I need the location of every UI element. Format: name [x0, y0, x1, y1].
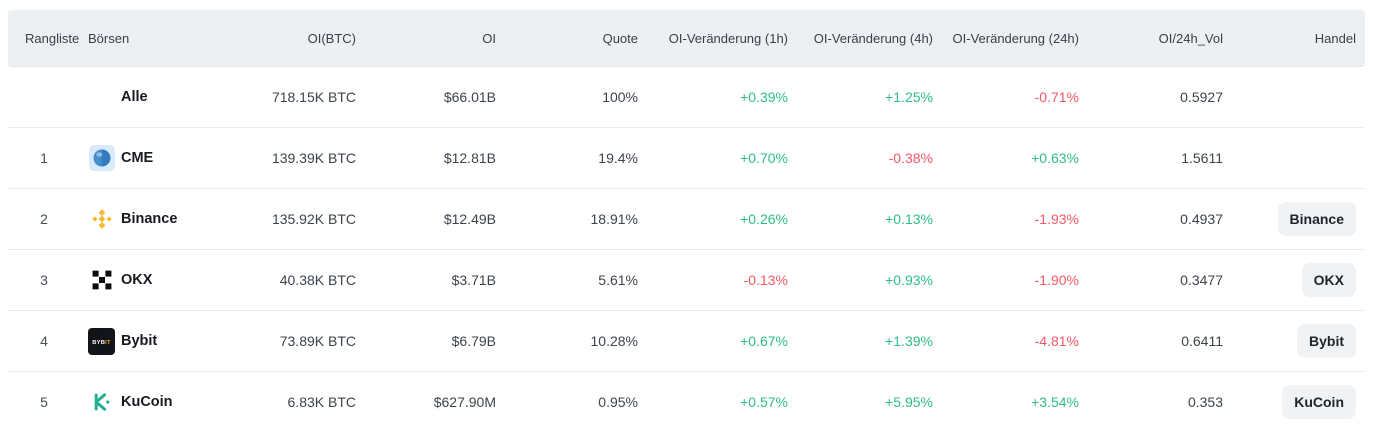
exchange-name: OKX: [121, 272, 153, 288]
bybit-icon: BYBIT: [88, 327, 115, 355]
chg-24h-cell: -0.71%: [1034, 89, 1079, 105]
quote-cell: 100%: [602, 89, 638, 105]
chg-1h-cell: +0.39%: [740, 89, 788, 105]
okx-icon: [88, 267, 115, 294]
rank-cell: 2: [40, 211, 48, 227]
chg-1h-cell: +0.26%: [740, 211, 788, 227]
rank-cell: 3: [40, 272, 48, 288]
header-row: Rangliste Börsen OI(BTC) OI Quote OI-Veränder…: [8, 10, 1365, 67]
table-row: 1 CME 139.39K BTC $12.81B 19.4% +0.70% -0.38% +…: [8, 128, 1365, 189]
chg-1h-cell: +0.57%: [740, 394, 788, 410]
oi-btc-cell: 135.92K BTC: [271, 211, 356, 227]
oi-cell: $3.71B: [451, 272, 496, 288]
chg-1h-cell: +0.70%: [740, 150, 788, 166]
exchange-cell[interactable]: BYBIT Bybit: [80, 311, 260, 371]
svg-text:BYBIT: BYBIT: [92, 339, 111, 345]
chg-1h-cell: -0.13%: [743, 272, 788, 288]
exchange-name: Binance: [121, 211, 178, 227]
column-header-rank: Rangliste: [25, 30, 80, 46]
table-row: 3 OKX 40.38K BTC $3.71B 5.61% -0.13% +0.93% -1.…: [8, 250, 1365, 311]
oi-btc-cell: 6.83K BTC: [287, 394, 356, 410]
exchange-name: Alle: [121, 89, 148, 105]
quote-cell: 10.28%: [590, 333, 638, 349]
exchange-cell[interactable]: CME: [80, 128, 260, 188]
exchange-cell[interactable]: KuCoin: [80, 372, 260, 424]
cme-icon: [88, 145, 115, 172]
column-header-trade: Handel: [1314, 30, 1356, 46]
quote-cell: 19.4%: [598, 150, 638, 166]
oi-btc-cell: 718.15K BTC: [271, 89, 356, 105]
oi-btc-cell: 73.89K BTC: [279, 333, 356, 349]
chg-24h-cell: -1.93%: [1034, 211, 1079, 227]
trade-cell: OKX: [1227, 250, 1365, 310]
table-row: 5 KuCoin 6.83K BTC $627.90M 0.95% +0.57% +5.95…: [8, 372, 1365, 424]
quote-cell: 18.91%: [590, 211, 638, 227]
column-header-oi_24h_vol: OI/24h_Vol: [1158, 30, 1223, 46]
column-header-oi_btc: OI(BTC): [307, 30, 356, 46]
rank-cell: [8, 67, 80, 127]
column-header-quote: Quote: [602, 30, 638, 46]
chg-4h-cell: +1.25%: [885, 89, 933, 105]
exchange-name: KuCoin: [121, 394, 173, 410]
trade-button-binance[interactable]: Binance: [1277, 202, 1356, 236]
exchange-cell[interactable]: OKX: [80, 250, 260, 310]
oi-24h-vol-cell: 1.5611: [1181, 150, 1223, 166]
column-header-chg_4h: OI-Veränderung (4h): [813, 30, 933, 46]
oi-cell: $6.79B: [451, 333, 496, 349]
trade-cell: [1227, 67, 1365, 127]
column-header-chg_1h: OI-Veränderung (1h): [668, 30, 788, 46]
trade-cell: Bybit: [1227, 311, 1365, 371]
chg-24h-cell: +3.54%: [1031, 394, 1079, 410]
chg-4h-cell: -0.38%: [888, 150, 933, 166]
trade-cell: Binance: [1227, 189, 1365, 249]
trade-button-kucoin[interactable]: KuCoin: [1282, 385, 1356, 419]
chg-1h-cell: +0.67%: [740, 333, 788, 349]
rank-cell: 5: [40, 394, 48, 410]
oi-24h-vol-cell: 0.5927: [1180, 89, 1223, 105]
rank-cell: 4: [40, 333, 48, 349]
chg-4h-cell: +1.39%: [885, 333, 933, 349]
oi-cell: $12.81B: [443, 150, 496, 166]
oi-24h-vol-cell: 0.4937: [1180, 211, 1223, 227]
chg-4h-cell: +5.95%: [885, 394, 933, 410]
column-header-exchange: Börsen: [88, 30, 130, 46]
trade-cell: [1227, 128, 1365, 188]
chg-24h-cell: -4.81%: [1034, 333, 1079, 349]
quote-cell: 5.61%: [598, 272, 638, 288]
exchange-cell: Alle: [80, 67, 260, 127]
exchange-name: Bybit: [121, 333, 158, 349]
oi-24h-vol-cell: 0.6411: [1181, 333, 1223, 349]
kucoin-icon: [88, 389, 115, 416]
oi-btc-cell: 40.38K BTC: [279, 272, 356, 288]
table-row: 2 Binance 135.92K BTC $12.49B 18.91% +0.26% +0…: [8, 189, 1365, 250]
table-row: 4 BYBIT Bybit 73.89K BTC $6.79B 10.28% +0.67% +…: [8, 311, 1365, 372]
table-row: Alle 718.15K BTC $66.01B 100% +0.39% +1.25% -0…: [8, 67, 1365, 128]
chg-24h-cell: +0.63%: [1031, 150, 1079, 166]
exchange-name: CME: [121, 150, 154, 166]
trade-button-bybit[interactable]: Bybit: [1297, 324, 1356, 358]
oi-cell: $12.49B: [443, 211, 496, 227]
chg-24h-cell: -1.90%: [1034, 272, 1079, 288]
oi-cell: $627.90M: [433, 394, 496, 410]
oi-cell: $66.01B: [443, 89, 496, 105]
trade-button-okx[interactable]: OKX: [1301, 263, 1356, 297]
binance-icon: [88, 206, 115, 233]
column-header-chg_24h: OI-Veränderung (24h): [952, 30, 1079, 46]
table-body: Alle 718.15K BTC $66.01B 100% +0.39% +1.25% -0…: [8, 67, 1365, 424]
rank-cell: 1: [40, 150, 48, 166]
oi-24h-vol-cell: 0.3477: [1180, 272, 1223, 288]
icon-spacer: [88, 84, 115, 111]
quote-cell: 0.95%: [598, 394, 638, 410]
oi-btc-cell: 139.39K BTC: [271, 150, 356, 166]
column-header-oi: OI: [482, 30, 496, 46]
open-interest-table: Rangliste Börsen OI(BTC) OI Quote OI-Veränder…: [8, 10, 1365, 424]
chg-4h-cell: +0.93%: [885, 272, 933, 288]
exchange-cell[interactable]: Binance: [80, 189, 260, 249]
chg-4h-cell: +0.13%: [885, 211, 933, 227]
trade-cell: KuCoin: [1227, 372, 1365, 424]
oi-24h-vol-cell: 0.353: [1187, 394, 1223, 410]
